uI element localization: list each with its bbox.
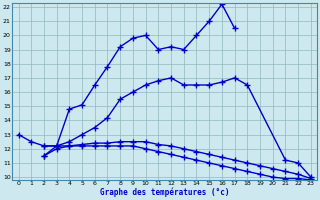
X-axis label: Graphe des températures (°c): Graphe des températures (°c) [100,188,229,197]
